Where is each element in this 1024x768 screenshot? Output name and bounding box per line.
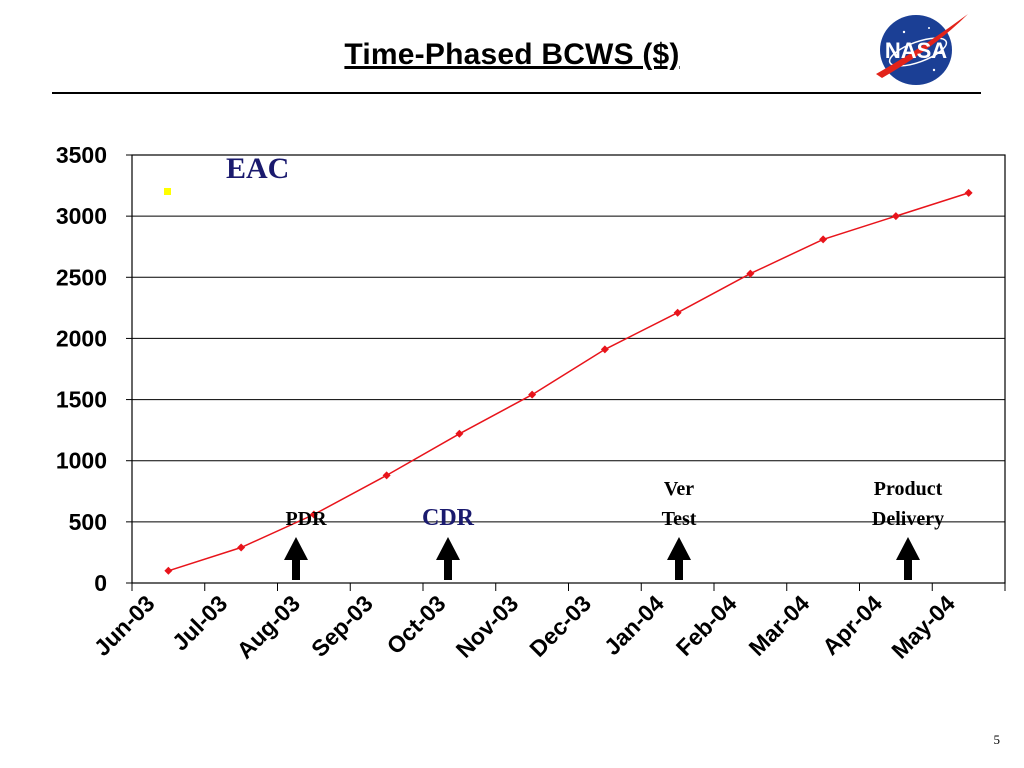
bcws-data-point xyxy=(746,269,755,278)
bcws-data-point xyxy=(528,390,537,399)
bcws-data-point xyxy=(455,429,464,438)
milestone-label-line: Delivery xyxy=(872,508,944,530)
bcws-data-point xyxy=(819,235,828,244)
eac-marker xyxy=(164,188,171,195)
x-tick-label: Jul-03 xyxy=(167,590,232,655)
milestone-label: PDR xyxy=(285,508,327,530)
bcws-data-point xyxy=(382,471,391,480)
bcws-data-point xyxy=(891,212,900,221)
milestone-label-line: Ver xyxy=(664,478,694,500)
milestone-label-line: Product xyxy=(874,478,943,500)
x-tick-label: Jun-03 xyxy=(89,590,160,661)
bcws-data-point xyxy=(600,345,609,354)
y-tick-label: 3000 xyxy=(56,203,107,229)
title-divider xyxy=(52,92,981,94)
bcws-data-point xyxy=(964,188,973,197)
x-tick-label: Jan-04 xyxy=(599,590,669,660)
milestone-arrow-icon xyxy=(667,537,691,580)
x-tick-label: Feb-04 xyxy=(671,590,742,661)
bcws-data-point xyxy=(164,566,173,575)
x-tick-label: Aug-03 xyxy=(232,590,306,664)
y-tick-label: 2000 xyxy=(56,325,107,351)
milestone-arrow-icon xyxy=(284,537,308,580)
y-tick-label: 0 xyxy=(94,570,107,596)
bcws-data-point xyxy=(673,308,682,317)
y-tick-label: 1000 xyxy=(56,448,107,474)
y-tick-label: 500 xyxy=(69,509,107,535)
eac-label: EAC xyxy=(226,152,289,185)
milestone-arrow-icon xyxy=(436,537,460,580)
y-tick-label: 3500 xyxy=(56,142,107,168)
slide-title: Time-Phased BCWS ($) xyxy=(344,38,680,71)
nasa-logo-text: NASA xyxy=(885,38,947,63)
x-tick-label: Nov-03 xyxy=(451,590,524,663)
milestone-label-line: Test xyxy=(662,508,697,530)
x-tick-label: Sep-03 xyxy=(306,590,378,662)
x-tick-label: Oct-03 xyxy=(382,590,451,659)
nasa-logo-icon: NASA xyxy=(876,14,968,85)
y-tick-label: 1500 xyxy=(56,387,107,413)
milestone-label: CDR xyxy=(422,505,475,531)
bcws-series-line xyxy=(168,192,969,572)
x-tick-label: Dec-03 xyxy=(524,590,596,662)
y-tick-label: 2500 xyxy=(56,264,107,290)
milestone-arrow-icon xyxy=(896,537,920,580)
milestone-label: Ver Test xyxy=(662,478,697,530)
bcws-data-point xyxy=(309,510,318,519)
page-number: 5 xyxy=(993,732,1001,747)
bcws-data-point xyxy=(237,543,246,552)
x-tick-label: Mar-04 xyxy=(743,590,814,661)
x-tick-label: May-04 xyxy=(886,590,960,664)
milestone-label: Product Delivery xyxy=(872,478,944,530)
x-tick-label: Apr-04 xyxy=(817,590,887,660)
